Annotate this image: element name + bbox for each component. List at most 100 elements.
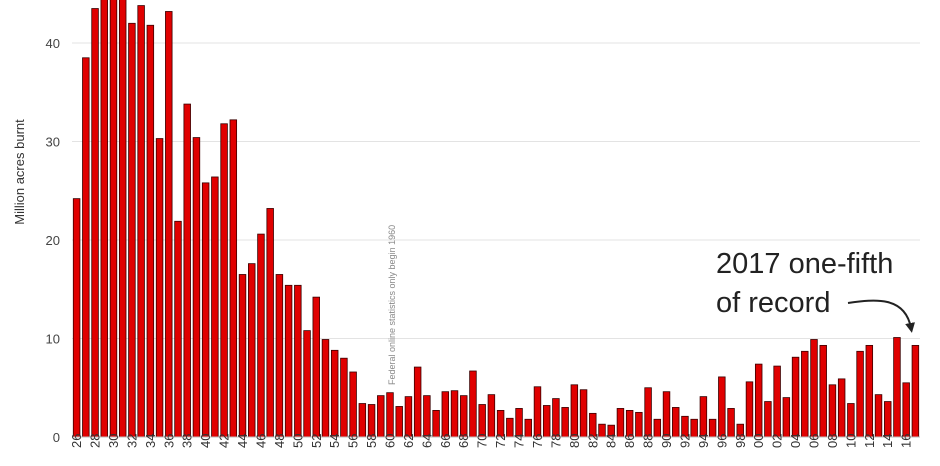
- bar-1941: [211, 176, 219, 438]
- y-tick-label: 0: [53, 430, 60, 445]
- x-tick-label: 04: [788, 434, 803, 448]
- x-tick-label: 66: [438, 434, 453, 448]
- x-tick-label: 90: [659, 434, 674, 448]
- y-axis-label: Million acres burnt: [12, 119, 27, 225]
- bar-1926: [72, 198, 81, 438]
- x-tick-label: 98: [733, 434, 748, 448]
- bar-1948: [275, 274, 284, 438]
- bar-2001: [764, 401, 772, 438]
- x-tick-label: 56: [346, 434, 361, 448]
- bar-1962: [404, 396, 413, 438]
- bar-1961: [395, 406, 403, 438]
- x-tick-label: 08: [825, 434, 840, 448]
- bar-1982: [589, 412, 597, 438]
- x-tick-label: 72: [493, 434, 508, 448]
- bar-2005: [801, 350, 809, 438]
- bar-1945: [248, 263, 256, 438]
- callout-arrow: [847, 299, 915, 333]
- x-tick-label: 02: [770, 434, 785, 448]
- x-tick-label: 12: [862, 434, 877, 448]
- x-tick-label: 58: [364, 434, 379, 448]
- x-tick-label: 52: [309, 434, 324, 448]
- bar-1978: [552, 398, 560, 438]
- bar-1970: [478, 404, 486, 438]
- x-tick-label: 14: [880, 434, 895, 448]
- bar-1940: [201, 182, 210, 438]
- bar-2006: [810, 339, 818, 438]
- bar-1969: [469, 370, 477, 438]
- y-tick-label: 30: [46, 135, 60, 150]
- bar-1985: [616, 408, 625, 438]
- x-tick-label: 84: [604, 434, 619, 448]
- bar-1943: [229, 119, 238, 438]
- x-tick-label: 34: [143, 434, 158, 448]
- annotation-online-statistics: Federal online statistics only begin 196…: [387, 225, 397, 385]
- bar-1939: [192, 137, 201, 438]
- bar-1986: [625, 409, 634, 438]
- y-tick-label: 10: [46, 332, 60, 347]
- bar-2016: [902, 382, 910, 438]
- x-axis-ticks: 26 28 30 32 34 36 38 40 42 44 46 48 50 52 54 56 58 60 62 64…: [69, 434, 914, 448]
- bar-1951: [303, 330, 311, 438]
- bar-2007: [819, 344, 827, 438]
- bar-1987: [635, 411, 643, 438]
- x-tick-label: 86: [622, 434, 637, 448]
- bar-1991: [672, 407, 680, 438]
- bar-2010: [847, 403, 855, 438]
- bar-1965: [432, 409, 440, 438]
- bar-1929: [100, 0, 108, 438]
- bar-1944: [238, 274, 247, 438]
- bar-1966: [441, 391, 450, 438]
- x-tick-label: 70: [475, 434, 490, 448]
- bar-1979: [561, 407, 569, 438]
- x-tick-label: 80: [567, 434, 582, 448]
- bar-1977: [542, 405, 551, 438]
- annotation-callout-line-2: of record: [716, 287, 830, 319]
- x-tick-label: 48: [272, 434, 287, 448]
- bar-1974: [515, 408, 523, 438]
- bar-2009: [837, 378, 846, 438]
- bar-2012: [865, 344, 874, 438]
- x-tick-label: 78: [548, 434, 563, 448]
- bar-1976: [533, 386, 542, 438]
- bar-1999: [745, 381, 754, 438]
- x-tick-label: 10: [843, 434, 858, 448]
- x-tick-label: 60: [383, 434, 398, 448]
- bar-1990: [662, 391, 671, 438]
- bar-1950: [294, 284, 302, 438]
- bar-1957: [358, 403, 367, 438]
- bar-1964: [423, 395, 431, 438]
- x-tick-label: 74: [512, 434, 527, 448]
- bar-2000: [754, 363, 763, 438]
- bar-1952: [312, 296, 320, 438]
- bar-1955: [340, 357, 348, 438]
- bar-1937: [174, 220, 182, 438]
- bar-1953: [321, 339, 330, 438]
- bar-1967: [450, 390, 459, 438]
- bar-2002: [773, 365, 781, 438]
- x-tick-label: 88: [641, 434, 656, 448]
- x-tick-label: 68: [456, 434, 471, 448]
- bar-1932: [128, 22, 136, 438]
- x-tick-label: 46: [253, 434, 268, 448]
- bar-2008: [828, 384, 837, 438]
- x-tick-label: 16: [899, 434, 914, 448]
- annotation-callout-line-1: 2017 one-fifth: [716, 248, 893, 280]
- x-tick-label: 62: [401, 434, 416, 448]
- x-tick-label: 94: [696, 434, 711, 448]
- bar-1959: [377, 395, 385, 438]
- x-tick-label: 54: [327, 434, 342, 448]
- bar-1936: [165, 11, 173, 438]
- bar-1947: [266, 208, 274, 438]
- x-tick-label: 82: [585, 434, 600, 448]
- x-tick-label: 00: [751, 434, 766, 448]
- bar-1956: [349, 371, 357, 438]
- bar-1946: [257, 233, 265, 438]
- bar-1933: [137, 5, 145, 438]
- x-tick-label: 32: [124, 434, 139, 448]
- bars: [72, 0, 920, 438]
- x-tick-label: 30: [106, 434, 121, 448]
- bar-1949: [284, 284, 293, 438]
- bar-1994: [699, 396, 708, 438]
